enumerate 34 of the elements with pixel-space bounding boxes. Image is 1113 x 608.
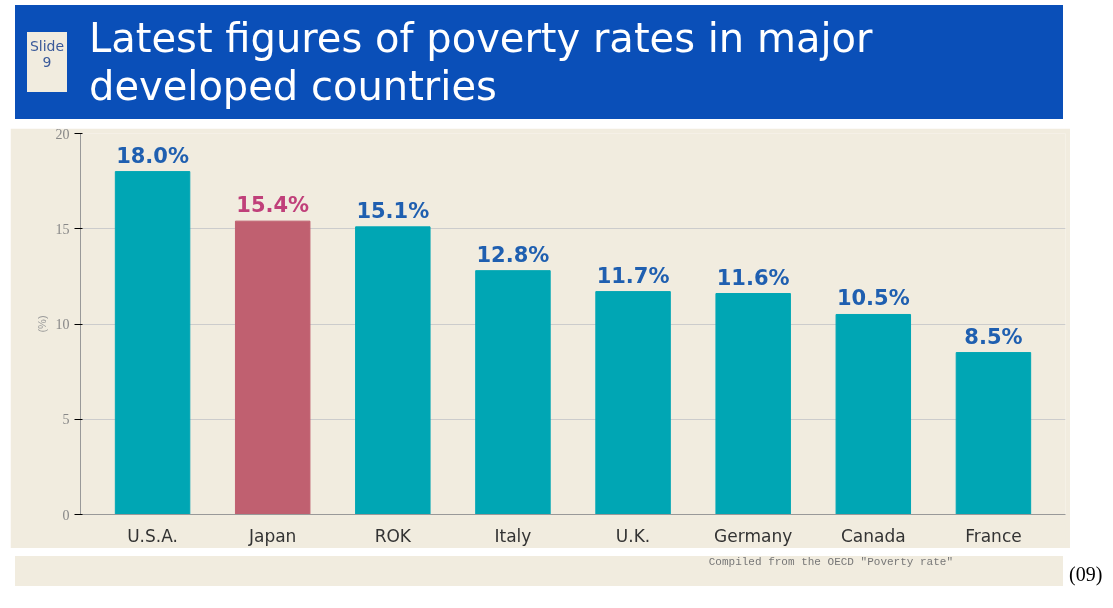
text: (09) (1069, 563, 1103, 586)
bar (114, 171, 191, 515)
x-tick-label: Canada (840, 525, 906, 546)
x-tick-label: Germany (714, 525, 793, 546)
data-label: 11.7% (596, 263, 670, 288)
y-tick-label: 5 (62, 412, 70, 428)
bar (835, 313, 912, 515)
y-axis-title: (%) (35, 315, 48, 333)
data-label: 10.5% (836, 286, 910, 311)
x-tick-label: Italy (494, 525, 532, 546)
data-label: 12.8% (476, 242, 550, 267)
x-tick-label: Japan (247, 525, 297, 546)
bar (955, 352, 1032, 515)
bar (355, 226, 431, 515)
x-tick-label: ROK (374, 525, 412, 546)
y-tick-label: 10 (55, 317, 70, 332)
data-label: 15.1% (356, 198, 430, 223)
bar (234, 220, 311, 515)
chart-title: Latest figures of poverty rates in major developed countries (89, 14, 874, 110)
y-tick-label: 20 (55, 126, 70, 142)
x-tick-label: France (965, 525, 1022, 546)
y-tick-label: 0 (62, 507, 70, 523)
x-tick-label: U.S.A. (127, 525, 178, 546)
text: Slide 9 (27, 32, 67, 92)
bar (595, 291, 671, 515)
bar (475, 270, 551, 515)
y-tick-label: 15 (55, 221, 70, 237)
text: Compiled from the OECD "Poverty rate" (15, 556, 1063, 586)
x-tick-label: U.K. (615, 525, 651, 546)
data-label: 11.6% (716, 265, 790, 290)
data-label: 18.0% (116, 143, 190, 168)
data-label: 8.5% (964, 324, 1023, 349)
data-label: 15.4% (236, 193, 310, 218)
bar (715, 293, 791, 515)
